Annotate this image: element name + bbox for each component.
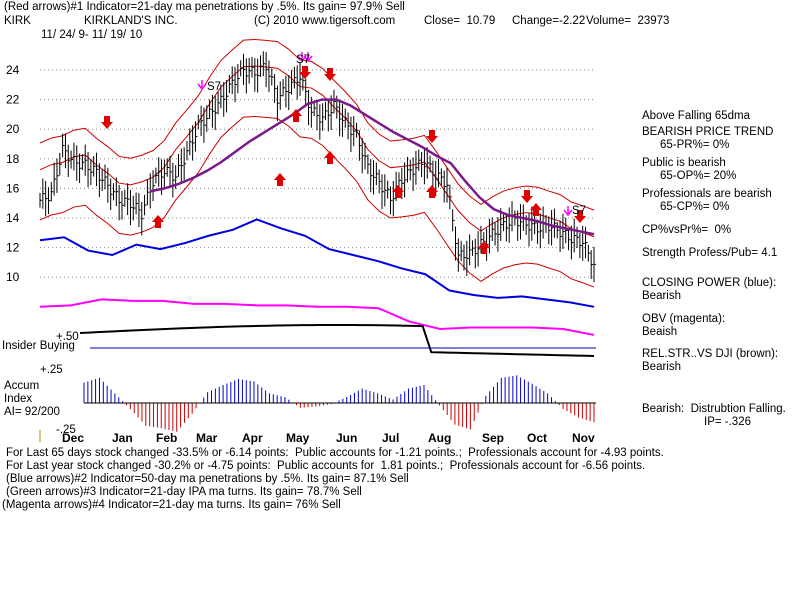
closing-power-value: Bearish	[642, 290, 681, 302]
buy-arrow	[274, 173, 286, 186]
accum-sub: Index	[4, 393, 33, 405]
buy-arrow	[392, 185, 404, 198]
public-label: Public is bearish	[642, 157, 726, 169]
footer-line-4: (Green arrows)#3 Indicator=21-day IPA ma…	[6, 486, 362, 498]
s7-label-1: S7	[207, 81, 222, 93]
price-tick-label: 12	[6, 241, 20, 255]
trend-label: Above Falling 65dma	[642, 110, 751, 122]
price-tick-label: 18	[6, 152, 20, 166]
obv-path	[39, 298, 595, 336]
professionals-label: Professionals are bearish	[642, 188, 772, 200]
strength-label: Strength Profess/Pub= 4.1	[642, 247, 778, 259]
month-label: Mar	[196, 431, 218, 445]
month-label: Sep	[482, 431, 504, 445]
accum-verdict: Bearish: Distrubtion Falling.	[642, 403, 786, 415]
relative-strength-line	[79, 323, 595, 357]
month-label: Jun	[336, 431, 357, 445]
buy-arrow	[426, 185, 438, 198]
magenta-arrow	[563, 206, 573, 217]
magenta-arrow	[197, 80, 207, 91]
price-bars	[39, 51, 596, 283]
magenta-arrow	[303, 52, 313, 63]
price-tick-label: 22	[6, 93, 20, 107]
buy-arrow	[530, 203, 542, 216]
obv-line	[39, 298, 595, 336]
sell-arrow	[101, 116, 113, 129]
buy-arrow	[324, 151, 336, 164]
change-value: Change=-2.22	[512, 15, 586, 27]
op-pct: 65-OP%= 20%	[660, 170, 737, 182]
price-axis-ticks: 24 22 20 18 16 14 12 10	[6, 63, 20, 284]
copyright-text: (C) 2010 www.tigersoft.com	[254, 15, 396, 27]
closing-power-line	[39, 218, 595, 308]
sell-arrow	[521, 190, 533, 203]
month-label: Apr	[242, 431, 263, 445]
footer-line-2: For Last year stock changed -30.2% or -4…	[6, 460, 646, 472]
footer-line-3: (Blue arrows)#2 Indicator=50-day ma pene…	[6, 473, 409, 485]
accum-tick-bottom: -.25	[56, 424, 76, 436]
footer-line-1: For Last 65 days stock changed -33.5% or…	[6, 447, 664, 459]
band-inner-upper	[39, 65, 595, 238]
volume-value: Volume= 23973	[586, 15, 670, 27]
pr-pct: 65-PR%= 0%	[660, 139, 730, 151]
relstr-label: REL.STR..VS DJI (brown):	[642, 348, 779, 360]
bearish-trend-label: BEARISH PRICE TREND	[642, 126, 774, 138]
accumulation-index-bars	[83, 375, 595, 432]
price-gridlines	[40, 69, 596, 278]
company-name: KIRKLAND'S INC.	[84, 15, 178, 27]
ma65-path	[149, 98, 595, 236]
accum-ai: AI= 92/200	[4, 406, 60, 418]
price-tick-label: 24	[6, 63, 20, 77]
month-label: Jul	[382, 431, 399, 445]
sell-arrow	[426, 130, 438, 143]
relative-strength-path	[79, 323, 595, 357]
obv-value: Beaish	[642, 326, 678, 338]
signal-arrows	[101, 52, 586, 254]
s7-label-3: S7	[572, 205, 587, 217]
price-tick-label: 16	[6, 181, 20, 195]
closing-power-path	[39, 218, 595, 308]
buy-arrow	[152, 215, 164, 228]
ip-value: IP= -.326	[704, 416, 751, 428]
close-value: Close= 10.79	[424, 15, 496, 27]
band-lower	[39, 115, 595, 288]
date-range: 11/ 24/ 9- 11/ 19/ 10	[41, 29, 143, 41]
closing-power-label: CLOSING POWER (blue):	[642, 277, 777, 289]
header-line-1: (Red arrows)#1 Indicator=21-day ma penet…	[4, 1, 405, 13]
month-label: Feb	[156, 431, 177, 445]
insider-buying-label: Insider Buying	[2, 340, 75, 352]
month-label: Nov	[572, 431, 595, 445]
buy-arrow	[290, 109, 302, 122]
sell-arrow	[299, 66, 311, 79]
ticker-symbol: KIRK	[4, 15, 31, 27]
cpvspr-label: CP%vsPr%= 0%	[642, 224, 732, 236]
s7-label-2: S7	[296, 54, 311, 66]
footer-line-5: (Magenta arrows)#4 Indicator=21-day ma t…	[2, 499, 341, 511]
price-tick-label: 14	[6, 211, 20, 225]
relstr-value: Bearish	[642, 361, 681, 373]
obv-label: OBV (magenta):	[642, 313, 726, 325]
price-bands	[39, 39, 595, 288]
month-label: Dec	[62, 431, 84, 445]
sell-arrow	[324, 68, 336, 81]
insider-tick-label: +.50	[56, 331, 79, 343]
price-tick-label: 10	[6, 270, 20, 284]
band-upper	[39, 39, 595, 211]
accum-title: Accum	[4, 380, 40, 392]
month-label: Jan	[112, 431, 133, 445]
ma65-line	[149, 98, 595, 236]
buy-arrow	[478, 241, 490, 254]
accum-tick-top: +.25	[40, 364, 63, 376]
cp-pct: 65-CP%= 0%	[660, 201, 730, 213]
month-label: May	[286, 431, 310, 445]
month-label: Oct	[527, 431, 547, 445]
month-label: Aug	[428, 431, 451, 445]
sell-arrow	[574, 210, 586, 223]
month-axis-labels: Dec Jan Feb Mar Apr May Jun Jul Aug Sep Oct Nov	[62, 431, 595, 445]
price-tick-label: 20	[6, 122, 20, 136]
